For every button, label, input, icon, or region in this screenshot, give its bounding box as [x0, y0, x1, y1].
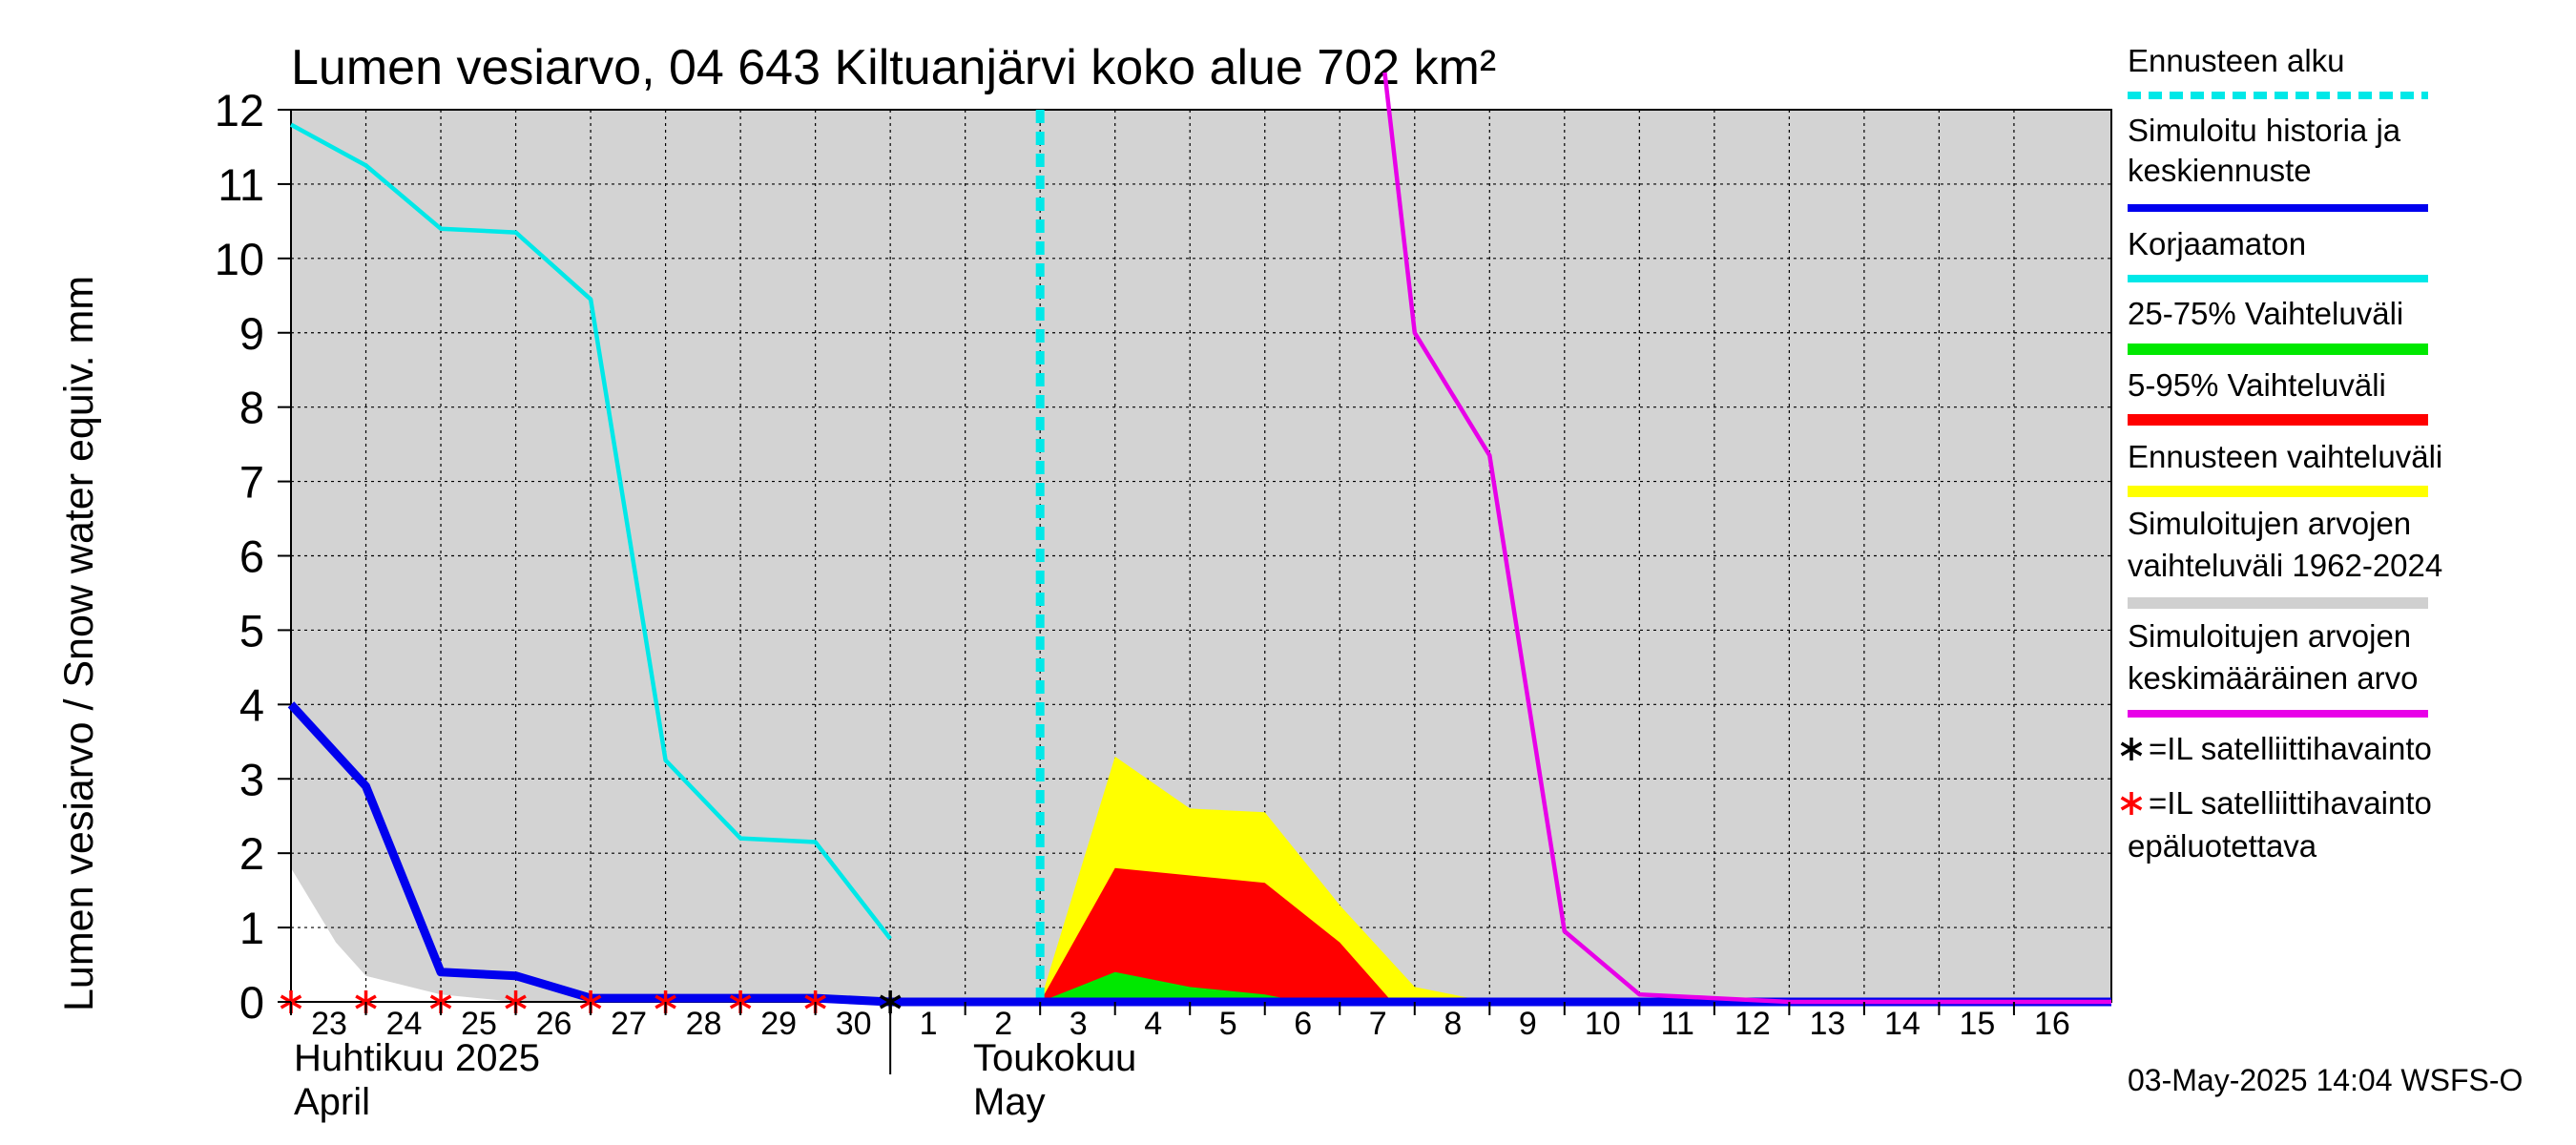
month-label-may-fi: Toukokuu [973, 1037, 1136, 1079]
legend-label: Simuloitu historia ja [2128, 113, 2401, 148]
x-tick-label: 10 [1585, 1006, 1621, 1042]
y-tick-label: 11 [218, 159, 264, 210]
legend-item-hist_range: Simuloitujen arvojen vaihteluväli 1962-20… [2128, 506, 2442, 609]
chart-title: Lumen vesiarvo, 04 643 Kiltuanjärvi koko… [291, 40, 1496, 95]
x-tick-label: 7 [1369, 1006, 1387, 1042]
x-tick-label: 29 [760, 1006, 797, 1042]
legend-label: =IL satelliittihavainto [2149, 731, 2432, 766]
legend-label: Ennusteen vaihteluväli [2128, 439, 2442, 474]
x-tick-label: 3 [1070, 1006, 1088, 1042]
x-tick-label: 15 [1959, 1006, 1995, 1042]
legend-item-r2575: 25-75% Vaihteluväli [2128, 296, 2428, 355]
y-axis-label: Lumen vesiarvo / Snow water equiv. mm [56, 276, 102, 1011]
legend-star-icon [2120, 738, 2143, 760]
x-tick-label: 23 [311, 1006, 347, 1042]
x-tick-label: 27 [611, 1006, 647, 1042]
legend-item-hist_mean: Simuloitujen arvojen keskimääräinen arvo [2128, 618, 2428, 718]
x-tick-label: 12 [1735, 1006, 1771, 1042]
x-tick-label: 1 [920, 1006, 938, 1042]
month-label-april-fi: Huhtikuu 2025 [294, 1037, 540, 1079]
x-tick-label: 25 [461, 1006, 497, 1042]
legend-star-icon [2120, 792, 2143, 815]
legend-item-r595: 5-95% Vaihteluväli [2128, 367, 2428, 426]
x-tick-label: 6 [1294, 1006, 1312, 1042]
y-tick-label: 8 [239, 383, 264, 433]
historical-mean-line [1382, 72, 2111, 1005]
y-tick-label: 0 [239, 977, 264, 1028]
legend-label-line2: keskimääräinen arvo [2128, 660, 2418, 696]
y-tick-label: 3 [239, 754, 264, 804]
legend-label-line2: keskiennuste [2128, 153, 2312, 188]
x-tick-label: 5 [1219, 1006, 1237, 1042]
x-axis-ticks: 23 24 25 26 27 28 29 30 1 2 3 4 5 6 7 8 9 10 11 12 13 14 15 16 [290, 1002, 2070, 1074]
x-tick-label: 28 [686, 1006, 722, 1042]
y-tick-label: 9 [239, 308, 264, 359]
legend-label: 5-95% Vaihteluväli [2128, 367, 2386, 403]
legend-label: Simuloitujen arvojen [2128, 618, 2411, 654]
x-tick-label: 9 [1519, 1006, 1537, 1042]
x-tick-label: 26 [536, 1006, 572, 1042]
x-tick-label: 24 [386, 1006, 423, 1042]
x-tick-label: 14 [1884, 1006, 1921, 1042]
y-tick-label: 7 [239, 457, 264, 508]
y-tick-label: 6 [239, 531, 264, 582]
x-tick-label: 2 [994, 1006, 1012, 1042]
x-tick-label: 8 [1444, 1006, 1462, 1042]
legend-item-sim_history: Simuloitu historia ja keskiennuste [2128, 113, 2428, 212]
y-tick-label: 1 [239, 903, 264, 953]
y-tick-label: 2 [239, 828, 264, 879]
y-tick-label: 4 [239, 679, 264, 730]
uncorrected-line [289, 122, 892, 941]
legend-label: =IL satelliittihavainto [2149, 785, 2432, 821]
footer-timestamp: 03-May-2025 14:04 WSFS-O [2128, 1063, 2523, 1097]
legend-label-line2: epäluotettava [2128, 828, 2317, 864]
x-tick-label: 4 [1144, 1006, 1162, 1042]
plot-area [280, 72, 2112, 1013]
x-tick-label: 30 [836, 1006, 872, 1042]
month-label-april-en: April [294, 1081, 370, 1123]
legend-label: 25-75% Vaihteluväli [2128, 296, 2403, 331]
legend-item-sat: =IL satelliittihavainto [2120, 731, 2432, 766]
legend-label: Korjaamaton [2128, 226, 2306, 261]
range-25-75-band [1040, 971, 1302, 1002]
legend-label: Ennusteen alku [2128, 43, 2345, 78]
legend-item-uncorrected: Korjaamaton [2128, 226, 2428, 282]
y-tick-label: 12 [215, 85, 264, 135]
x-tick-label: 13 [1809, 1006, 1845, 1042]
legend-item-forecast_start: Ennusteen alku [2128, 43, 2428, 99]
range-5-95-band [1040, 867, 1393, 1002]
legend-label-line2: vaihteluväli 1962-2024 [2128, 548, 2442, 583]
legend-item-sat_unrel: =IL satelliittihavainto epäluotettava [2120, 785, 2432, 864]
legend-label: Simuloitujen arvojen [2128, 506, 2411, 541]
x-tick-label: 16 [2034, 1006, 2070, 1042]
legend-item-forecast_range: Ennusteen vaihteluväli [2128, 439, 2442, 497]
month-label-may-en: May [973, 1081, 1046, 1123]
x-tick-label: 11 [1661, 1006, 1694, 1042]
y-tick-label: 5 [239, 605, 264, 656]
y-tick-label: 10 [215, 234, 264, 284]
legend: Ennusteen alku Simuloitu historia ja keski… [2120, 43, 2442, 864]
